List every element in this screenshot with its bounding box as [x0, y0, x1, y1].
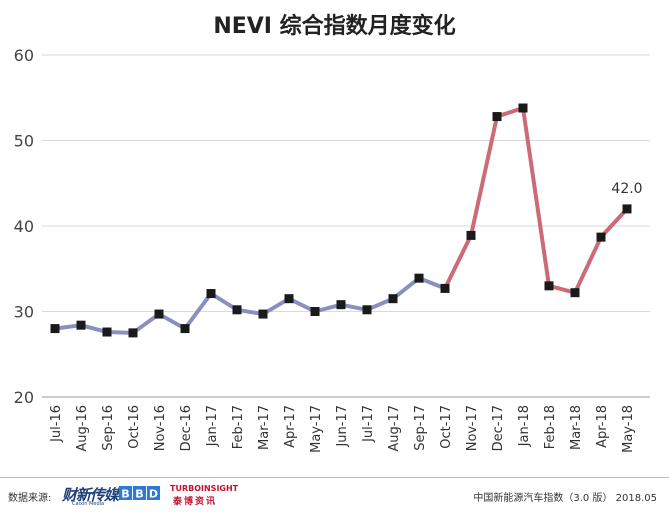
data-point-marker [518, 103, 528, 113]
x-tick-label: Jul-16 [49, 405, 64, 443]
data-point-marker [154, 309, 164, 319]
data-point-marker [492, 112, 502, 122]
y-tick-label: 20 [14, 388, 34, 407]
x-tick-label: Feb-17 [231, 405, 246, 449]
data-label: 42.0 [611, 181, 642, 197]
x-tick-label: Mar-18 [569, 405, 584, 450]
x-tick-label: Sep-17 [413, 405, 428, 451]
annotations: 42.0 [611, 181, 642, 197]
data-point-marker [336, 300, 346, 310]
svg-text:D: D [149, 488, 158, 501]
data-point-marker [102, 327, 112, 337]
caixin-media-logo: 财新传媒 [62, 486, 119, 504]
x-tick-label: Apr-17 [283, 405, 298, 448]
data-point-marker [544, 281, 554, 291]
x-tick-label: Jan-17 [205, 405, 220, 447]
svg-text:B: B [135, 488, 143, 501]
x-tick-label: Jan-18 [517, 405, 532, 447]
grid-layer [42, 54, 650, 398]
bbd-logo: B B D [119, 486, 160, 501]
x-tick-label: Feb-18 [543, 405, 558, 449]
y-tick-label: 40 [14, 217, 34, 236]
x-tick-label: May-17 [309, 405, 324, 453]
x-tick-label: Jul-17 [361, 405, 376, 443]
data-point-marker [414, 273, 424, 283]
x-tick-label: Oct-16 [127, 405, 142, 449]
y-tick-label: 30 [14, 303, 34, 322]
x-tick-label: Dec-17 [491, 405, 506, 451]
data-point-marker [388, 294, 398, 304]
data-point-marker [440, 283, 450, 293]
data-point-marker [570, 288, 580, 298]
data-point-marker [206, 289, 216, 299]
series-line-late [443, 106, 629, 295]
data-point-marker [466, 230, 476, 240]
x-tick-label: Dec-16 [179, 405, 194, 451]
x-tick-label: Mar-17 [257, 405, 272, 450]
data-point-marker [596, 232, 606, 242]
caixin-media-logo-sub: Caixin Media [72, 501, 105, 507]
y-tick-label: 60 [14, 46, 34, 65]
data-point-marker [76, 320, 86, 330]
data-point-marker [180, 324, 190, 334]
series-markers [50, 103, 632, 338]
footer-divider [0, 477, 669, 478]
y-axis-ticks: 20 30 40 50 60 [14, 46, 34, 407]
data-point-marker [284, 294, 294, 304]
data-point-marker [50, 324, 60, 334]
data-point-marker [258, 309, 268, 319]
footer-index-version: 中国新能源汽车指数（3.0 版） 2018.05 [473, 493, 657, 504]
x-tick-label: Oct-17 [439, 405, 454, 449]
x-axis-ticks: Jul-16 Aug-16 Sep-16 Oct-16 Nov-16 Dec-16 Jan-… [49, 405, 636, 453]
series-lines [53, 106, 629, 335]
chart-title: NEVI 综合指数月度变化 [213, 14, 456, 39]
x-tick-label: Sep-16 [101, 405, 116, 451]
x-tick-label: Nov-16 [153, 405, 168, 451]
x-tick-label: Aug-16 [75, 405, 90, 452]
data-point-marker [622, 204, 632, 214]
turboinsight-logo-sub: 泰博资讯 [173, 497, 218, 507]
x-tick-label: Nov-17 [465, 405, 480, 451]
y-tick-label: 50 [14, 132, 34, 151]
data-point-marker [128, 328, 138, 338]
data-point-marker [232, 305, 242, 315]
x-tick-label: Aug-17 [387, 405, 402, 452]
series-line-early [53, 276, 447, 335]
x-tick-label: Jun-17 [335, 405, 350, 448]
x-tick-label: Apr-18 [595, 405, 610, 448]
turboinsight-logo: TURBOINSIGHT [170, 484, 239, 493]
source-label: 数据来源: [8, 493, 52, 504]
data-point-marker [310, 307, 320, 316]
x-tick-label: May-18 [621, 405, 636, 453]
data-point-marker [362, 305, 372, 315]
svg-text:B: B [121, 488, 129, 501]
